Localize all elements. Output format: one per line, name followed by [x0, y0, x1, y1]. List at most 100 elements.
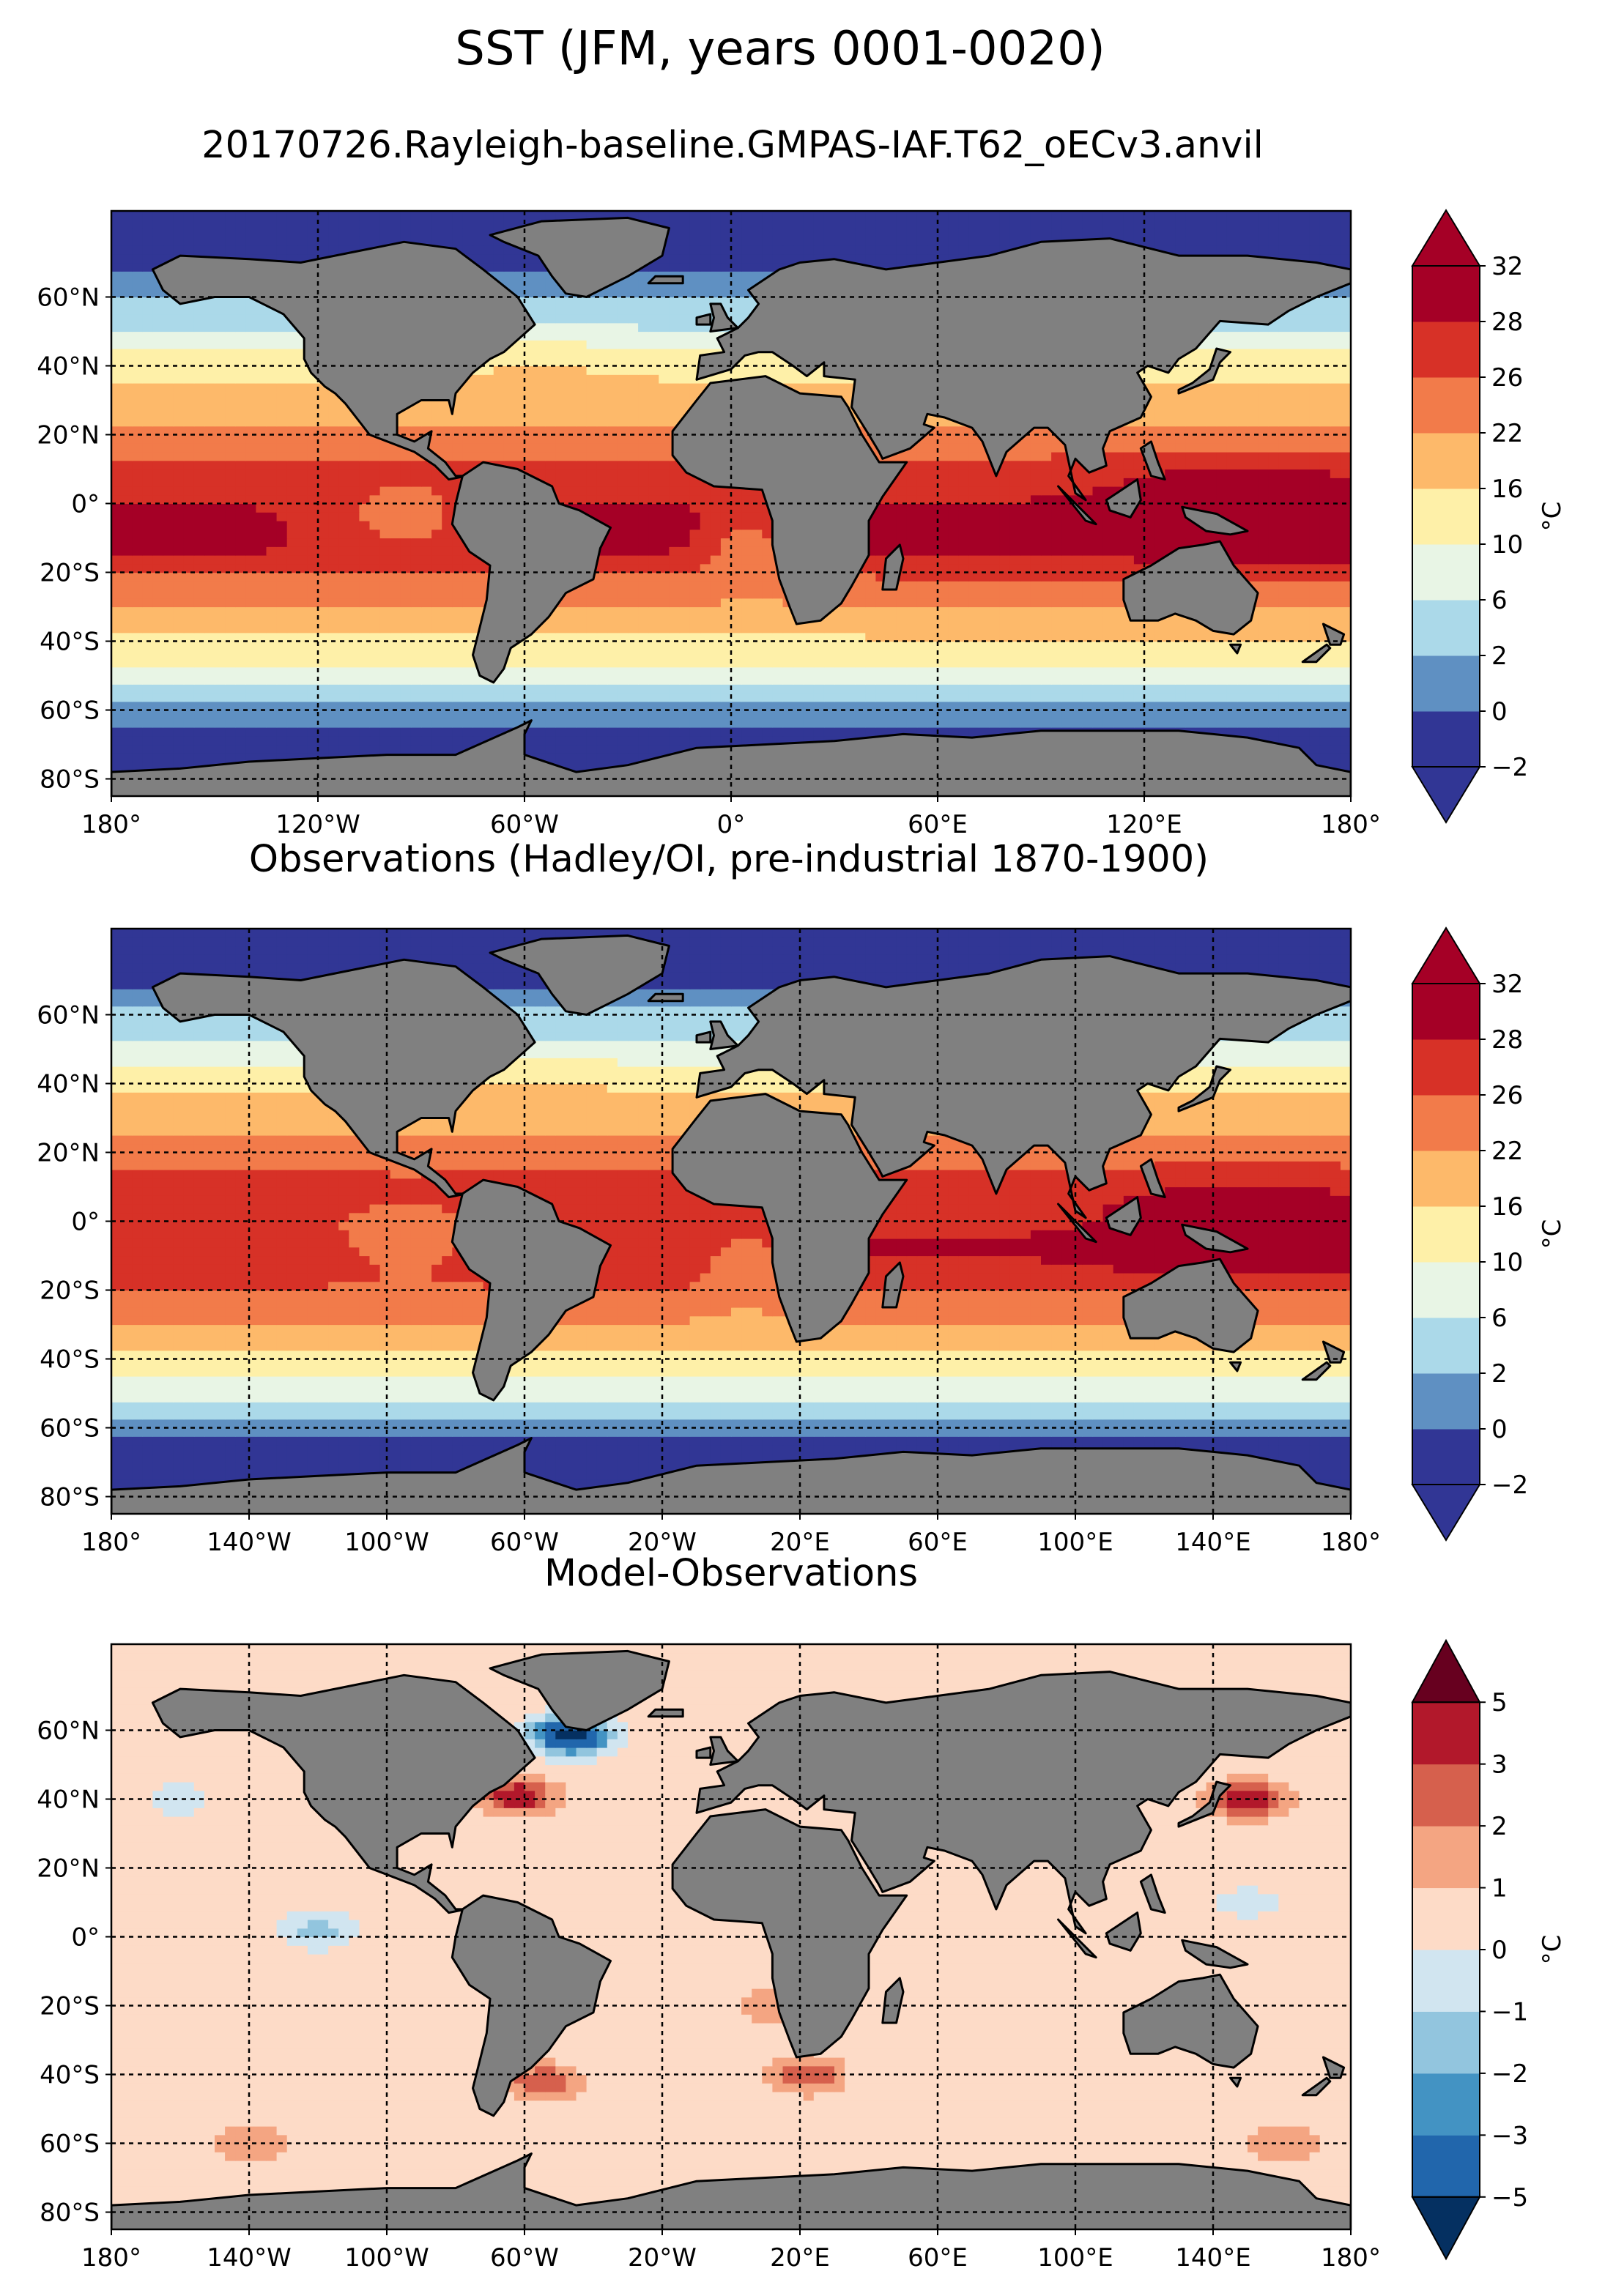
field-cell: [379, 512, 391, 521]
field-cell: [1340, 598, 1351, 608]
field-cell: [328, 546, 339, 556]
field-cell: [762, 735, 773, 746]
field-cell: [225, 460, 236, 470]
field-cell: [111, 606, 122, 616]
field-cell: [1072, 701, 1083, 711]
field-cell: [1051, 641, 1062, 650]
field-cell: [906, 546, 918, 556]
field-cell: [855, 684, 866, 694]
field-cell: [545, 624, 556, 634]
field-cell: [1226, 710, 1238, 719]
field-cell: [999, 606, 1011, 616]
field-cell: [132, 469, 143, 478]
field-cell: [173, 701, 185, 711]
field-cell: [163, 615, 174, 625]
field-cell: [204, 546, 215, 556]
field-cell: [318, 590, 329, 599]
field-cell: [152, 555, 164, 565]
field-cell: [607, 486, 618, 496]
field-cell: [1051, 650, 1062, 659]
field-cell: [607, 443, 618, 453]
field-cell: [225, 684, 236, 694]
field-cell: [472, 598, 484, 608]
field-cell: [979, 538, 990, 547]
field-cell: [1237, 675, 1248, 685]
field-cell: [752, 572, 763, 582]
field-cell: [1113, 598, 1124, 608]
field-cell: [1226, 684, 1238, 694]
field-cell: [1030, 555, 1042, 565]
field-cell: [462, 606, 474, 616]
field-cell: [359, 581, 371, 590]
field-cell: [586, 632, 598, 642]
field-cell: [286, 684, 298, 694]
field-cell: [999, 650, 1011, 659]
field-cell: [1082, 658, 1094, 668]
field-cell: [163, 460, 174, 470]
field-cell: [1299, 590, 1311, 599]
field-cell: [1206, 443, 1217, 453]
field-cell: [1123, 650, 1135, 659]
field-cell: [1258, 590, 1269, 599]
field-cell: [1020, 650, 1031, 659]
field-cell: [669, 641, 681, 650]
field-cell: [204, 650, 215, 659]
field-cell: [1092, 538, 1104, 547]
field-cell: [318, 469, 329, 478]
field-cell: [193, 486, 205, 496]
field-cell: [235, 598, 246, 608]
field-cell: [1185, 701, 1197, 711]
field-cell: [968, 718, 979, 728]
field-cell: [886, 710, 897, 719]
field-cell: [276, 727, 288, 737]
field-cell: [958, 666, 969, 677]
field-cell: [1216, 641, 1228, 650]
field-cell: [276, 512, 288, 521]
field-cell: [369, 590, 381, 599]
field-cell: [111, 434, 122, 444]
field-cell: [359, 546, 371, 556]
field-cell: [545, 434, 556, 444]
field-cell: [700, 494, 711, 505]
field-cell: [483, 452, 494, 461]
field-cell: [576, 641, 587, 650]
field-cell: [421, 512, 432, 521]
field-cell: [607, 563, 618, 573]
field-cell: [1082, 590, 1094, 599]
field-cell: [183, 693, 195, 702]
field-cell: [1299, 650, 1311, 659]
field-cell: [679, 555, 691, 565]
field-cell: [297, 563, 308, 573]
field-cell: [628, 693, 639, 702]
field-cell: [1123, 658, 1135, 668]
field-cell: [256, 529, 267, 539]
field-cell: [669, 666, 681, 677]
field-cell: [628, 606, 639, 616]
field-cell: [1248, 624, 1259, 634]
field-cell: [1102, 521, 1114, 530]
field-cell: [1340, 693, 1351, 702]
field-cell: [1072, 469, 1083, 478]
field-cell: [215, 650, 226, 659]
field-cell: [318, 710, 329, 719]
field-cell: [390, 563, 401, 573]
field-cell: [1123, 529, 1135, 539]
field-cell: [741, 590, 752, 599]
field-cell: [865, 606, 876, 616]
field-cell: [1020, 452, 1031, 461]
field-cell: [462, 563, 474, 573]
field-cell: [865, 641, 876, 650]
field-cell: [318, 675, 329, 685]
field-cell: [731, 727, 742, 737]
field-cell: [1299, 469, 1311, 478]
field-cell: [896, 521, 908, 530]
field-cell: [1278, 650, 1289, 659]
field-cell: [452, 538, 463, 547]
field-cell: [586, 684, 598, 694]
field-cell: [638, 650, 649, 659]
field-cell: [204, 598, 215, 608]
field-cell: [379, 744, 391, 754]
field-cell: [1009, 590, 1021, 599]
field-cell: [1165, 494, 1176, 505]
field-cell: [111, 718, 122, 728]
